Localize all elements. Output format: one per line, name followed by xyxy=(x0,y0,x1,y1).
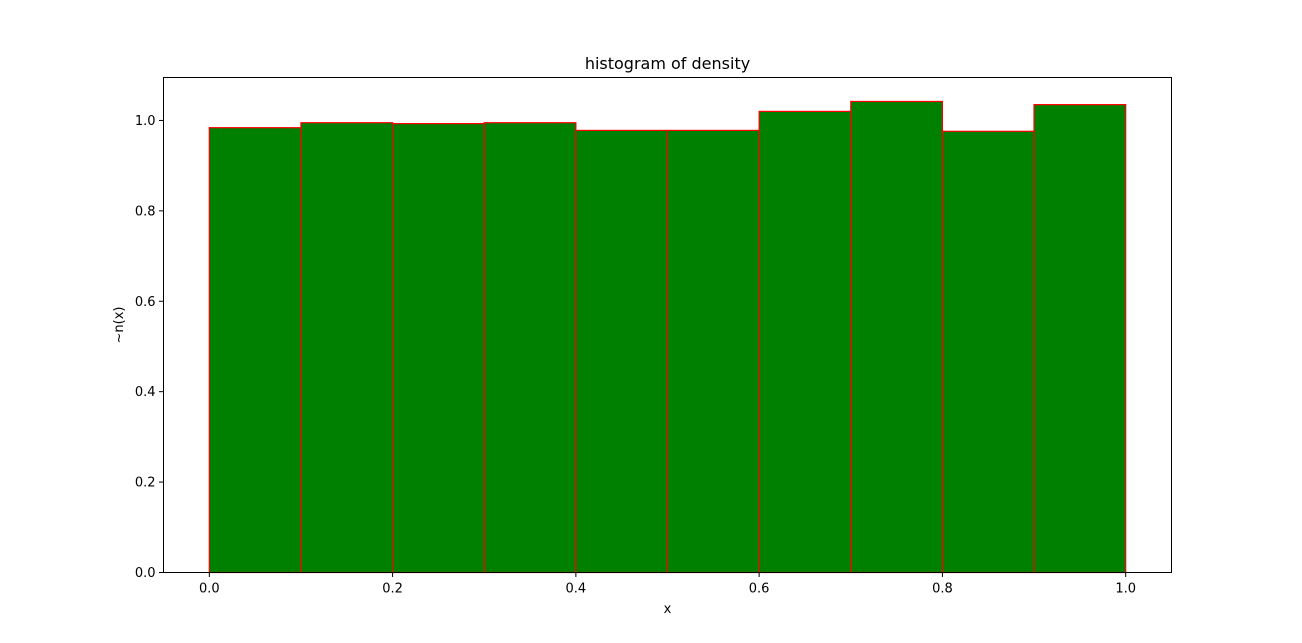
x-tick-label: 0.0 xyxy=(199,582,220,597)
histogram-bar xyxy=(666,129,760,574)
y-tick-label: 0.4 xyxy=(135,385,156,400)
x-tick-label: 0.4 xyxy=(566,582,587,597)
histogram-bar xyxy=(483,122,577,574)
x-axis-label: x xyxy=(664,602,672,617)
chart-title: histogram of density xyxy=(585,54,750,73)
histogram-bars xyxy=(208,100,1127,574)
y-tick-label: 0.0 xyxy=(135,566,156,581)
histogram-bar xyxy=(941,130,1035,574)
histogram-bar xyxy=(208,127,302,574)
y-tick-label: 1.0 xyxy=(135,114,156,129)
y-axis: 0.0 0.2 0.4 0.6 0.8 1.0 xyxy=(135,114,164,581)
histogram-bar xyxy=(391,123,485,574)
histogram-bar xyxy=(1033,104,1127,574)
x-tick-label: 0.6 xyxy=(749,582,770,597)
x-tick-label: 1.0 xyxy=(1115,582,1136,597)
y-tick-label: 0.2 xyxy=(135,476,156,491)
histogram-bar xyxy=(850,100,944,574)
histogram-bar xyxy=(300,122,394,574)
y-tick-label: 0.6 xyxy=(135,295,156,310)
y-tick-label: 0.8 xyxy=(135,204,156,219)
x-tick-label: 0.2 xyxy=(382,582,403,597)
x-axis: 0.0 0.2 0.4 0.6 0.8 1.0 xyxy=(199,572,1136,597)
histogram-bar xyxy=(758,110,852,574)
y-axis-label: ~n(x) xyxy=(112,307,127,344)
histogram-bar xyxy=(575,129,669,574)
x-tick-label: 0.8 xyxy=(932,582,953,597)
plot-area-frame xyxy=(163,77,1172,573)
